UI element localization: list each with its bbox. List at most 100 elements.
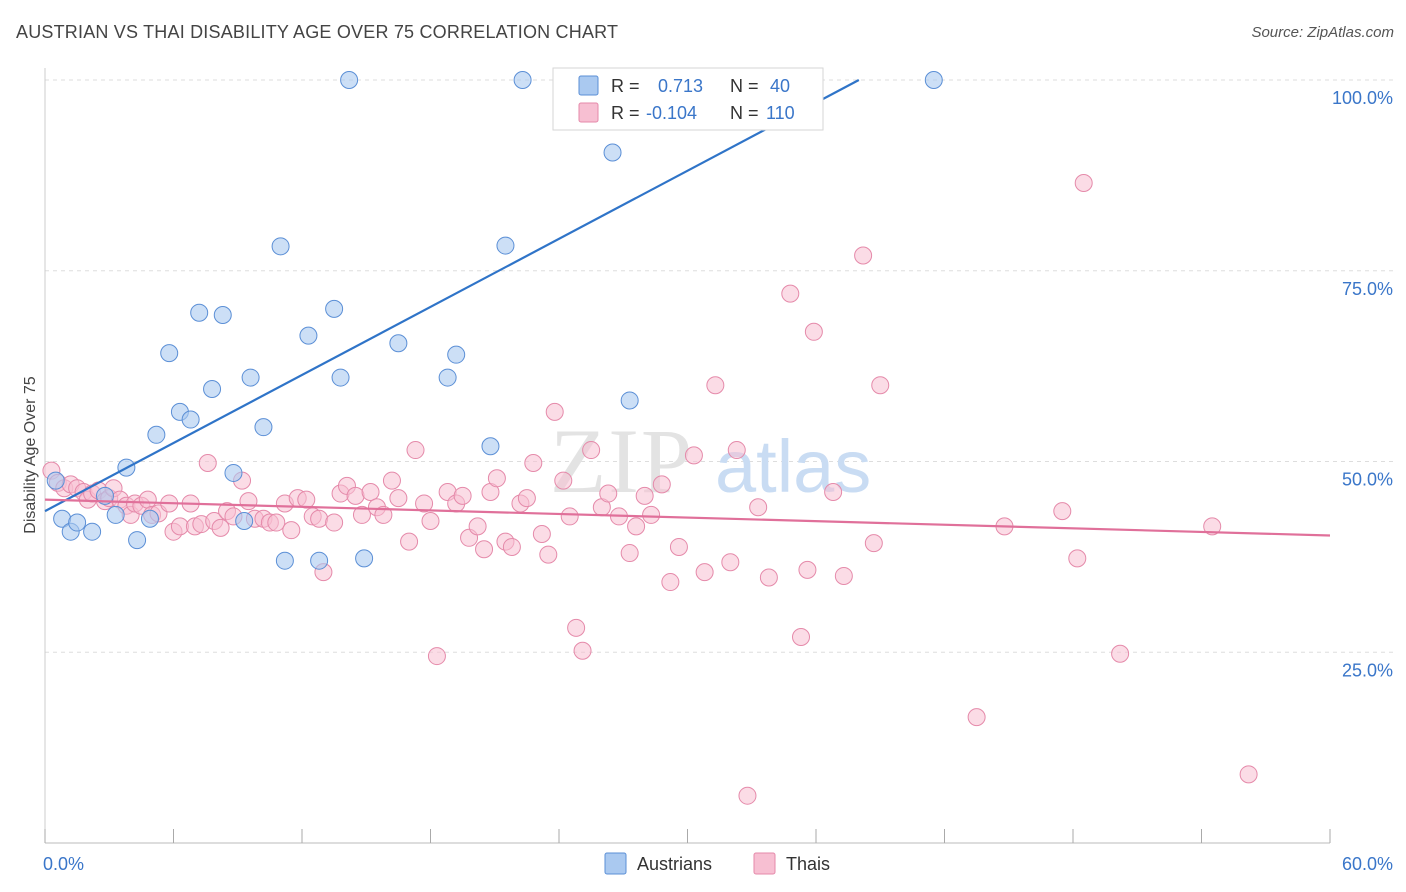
thais-point xyxy=(871,376,890,395)
thais-point xyxy=(267,513,286,532)
austrians-point xyxy=(310,551,329,570)
thais-point xyxy=(661,573,680,592)
austrians-point xyxy=(106,505,125,524)
austrians-point xyxy=(46,471,65,490)
thais-point xyxy=(453,486,472,505)
thais-point xyxy=(567,618,586,637)
thais-point xyxy=(138,490,157,509)
thais-point xyxy=(297,490,316,509)
legend-n-value-austrians: 40 xyxy=(770,76,790,96)
legend-bottom-label-thais: Thais xyxy=(786,854,830,874)
thais-point xyxy=(669,537,688,556)
thais-point xyxy=(524,454,543,473)
thais-point xyxy=(864,534,883,553)
austrians-point xyxy=(513,71,532,89)
austrians-point xyxy=(147,425,166,444)
thais-point xyxy=(374,505,393,524)
legend-n-value-thais: 110 xyxy=(766,103,795,123)
thais-point xyxy=(406,441,425,460)
thais-point xyxy=(1068,549,1087,568)
legend-swatch-thais xyxy=(578,102,599,123)
thais-point xyxy=(573,641,592,660)
austrians-point xyxy=(325,299,344,318)
thais-point xyxy=(824,483,843,502)
thais-point xyxy=(834,566,853,585)
y-tick-label: 100.0% xyxy=(1332,88,1393,108)
thais-point xyxy=(627,517,646,536)
austrians-point xyxy=(83,522,102,541)
legend-n-label-1: N = xyxy=(730,76,759,96)
gridlines xyxy=(45,79,1395,653)
series-thais-points xyxy=(42,174,1258,805)
austrians-point xyxy=(254,418,273,437)
thais-point xyxy=(652,475,671,494)
austrians-point xyxy=(68,513,87,532)
thais-point xyxy=(642,505,661,524)
thais-point xyxy=(517,489,536,508)
thais-point xyxy=(854,246,873,265)
austrians-point xyxy=(275,551,294,570)
thais-point xyxy=(545,402,564,421)
thais-point xyxy=(346,486,365,505)
thais-point xyxy=(352,505,371,524)
austrians-point xyxy=(603,143,622,162)
austrians-point xyxy=(235,512,254,531)
austrians-point xyxy=(224,463,243,482)
austrians-point xyxy=(213,306,232,325)
watermark-atlas: atlas xyxy=(715,425,871,508)
thais-point xyxy=(1203,517,1222,536)
austrians-point xyxy=(620,391,639,410)
austrians-point xyxy=(331,368,350,387)
y-tick-label: 75.0% xyxy=(1342,279,1393,299)
thais-point xyxy=(695,563,714,582)
thais-point xyxy=(792,627,811,646)
legend-bottom-swatch-thais xyxy=(753,852,776,875)
austrians-point xyxy=(181,410,200,429)
thais-point xyxy=(361,483,380,502)
thais-point xyxy=(582,441,601,460)
watermark: ZIP atlas xyxy=(550,410,871,512)
thais-point xyxy=(415,494,434,513)
y-tick-label: 50.0% xyxy=(1342,470,1393,490)
thais-point xyxy=(804,322,823,341)
series-austrians-points xyxy=(46,71,943,570)
legend-bottom-label-austrians: Austrians xyxy=(637,854,712,874)
thais-point xyxy=(635,486,654,505)
thais-point xyxy=(487,469,506,488)
x-tick-label-min: 0.0% xyxy=(43,854,84,874)
austrians-point xyxy=(160,344,179,363)
y-tick-label: 25.0% xyxy=(1342,660,1393,680)
austrians-point xyxy=(299,326,318,345)
legend-swatch-austrians xyxy=(578,75,599,96)
x-tick-label-max: 60.0% xyxy=(1342,854,1393,874)
tick-labels: 25.0% 50.0% 75.0% 100.0% 0.0% 60.0% xyxy=(43,88,1393,874)
watermark-zip: ZIP xyxy=(550,410,694,512)
thais-point xyxy=(468,517,487,536)
legend-r-label-1: R = xyxy=(611,76,640,96)
thais-point xyxy=(502,537,521,556)
austrians-point xyxy=(340,71,359,89)
legend-bottom-swatch-austrians xyxy=(604,852,627,875)
austrians-trend-line xyxy=(44,79,860,513)
thais-point xyxy=(211,518,230,537)
thais-point xyxy=(389,489,408,508)
thais-point xyxy=(421,512,440,531)
austrians-point xyxy=(389,334,408,353)
thais-point xyxy=(721,553,740,572)
thais-point xyxy=(560,507,579,526)
thais-point xyxy=(382,471,401,490)
thais-point xyxy=(706,376,725,395)
thais-point xyxy=(532,524,551,543)
thais-trend-line xyxy=(44,498,1331,537)
austrians-point xyxy=(924,71,943,89)
thais-point xyxy=(1053,502,1072,521)
austrians-point xyxy=(190,303,209,322)
thais-point xyxy=(727,441,746,460)
austrians-point xyxy=(481,437,500,456)
y-axis-label: Disability Age Over 75 xyxy=(22,376,39,534)
austrians-point xyxy=(140,509,159,528)
legend-r-label-2: R = xyxy=(611,103,640,123)
legend-r-value-austrians: 0.713 xyxy=(658,76,703,96)
thais-point xyxy=(554,471,573,490)
chart-title: AUSTRIAN VS THAI DISABILITY AGE OVER 75 … xyxy=(16,22,619,42)
